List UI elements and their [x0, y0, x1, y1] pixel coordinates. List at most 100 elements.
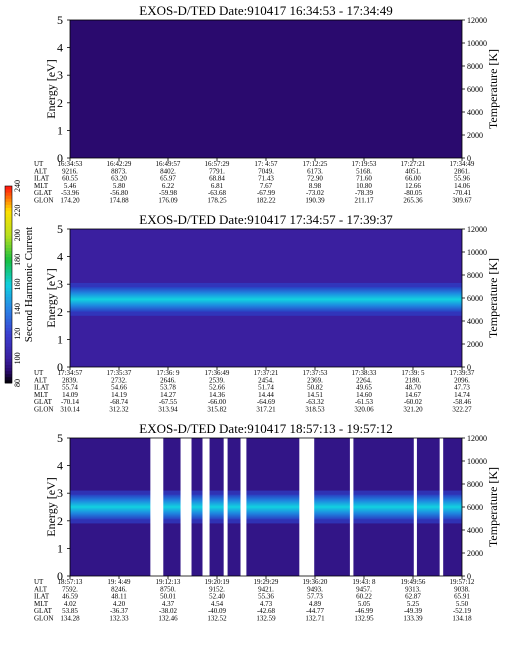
colorbar-swatch — [5, 266, 12, 270]
ephemeris-cell: 133.39 — [403, 615, 423, 623]
y2-tick-label: 10000 — [467, 457, 487, 466]
ephemeris-cell: -44.77 — [306, 607, 325, 615]
ephemeris-cell: 132.33 — [109, 615, 129, 623]
y-tick-label: 5 — [57, 431, 63, 445]
ephemeris-cell: 48.11 — [111, 593, 127, 601]
colorbar-swatch — [5, 342, 12, 347]
ephemeris-cell: 7.67 — [260, 182, 273, 190]
y2-tick-label: 2000 — [467, 131, 483, 140]
y-tick-label: 5 — [57, 13, 63, 27]
ephemeris-row-label: UT — [34, 160, 44, 168]
colorbar-swatch — [5, 198, 12, 202]
ephemeris-cell: -56.80 — [110, 189, 129, 197]
heatmap-background — [70, 20, 462, 158]
y2-tick-label: 10000 — [467, 248, 487, 257]
ephemeris-cell: 190.39 — [305, 197, 325, 205]
ephemeris-cell: 17:36:49 — [205, 369, 230, 377]
colorbar-swatch — [5, 186, 12, 190]
ephemeris-cell: 17:35:37 — [107, 369, 132, 377]
ephemeris-cell: 134.18 — [452, 615, 472, 623]
y2-tick-label: 2000 — [467, 340, 483, 349]
ephemeris-cell: -63.32 — [306, 398, 325, 406]
ephemeris-cell: 174.88 — [109, 197, 129, 205]
y2-axis-label: Temperature [K] — [486, 49, 500, 129]
ephemeris-cell: 60.22 — [356, 593, 372, 601]
colorbar-swatch — [5, 204, 12, 208]
ephemeris-cell: 318.53 — [305, 406, 325, 414]
ephemeris-cell: 60.55 — [62, 175, 78, 183]
ephemeris-cell: 8402. — [160, 167, 176, 175]
ephemeris-cell: 14.74 — [454, 391, 470, 399]
colorbar-swatch — [5, 201, 12, 205]
ephemeris-cell: -67.55 — [159, 398, 178, 406]
ephemeris-cell: -46.99 — [355, 607, 374, 615]
y2-tick-label: 6000 — [467, 85, 483, 94]
ephemeris-cell: 17:34:49 — [450, 160, 475, 168]
y2-axis-label: Temperature [K] — [486, 258, 500, 338]
ephemeris-cell: 55.74 — [62, 384, 78, 392]
colorbar-swatch — [5, 226, 12, 230]
ephemeris-cell: 174.20 — [60, 197, 80, 205]
colorbar-swatch — [5, 364, 12, 369]
ephemeris-cell: 53.85 — [62, 607, 78, 615]
ephemeris-cell: 2180. — [405, 376, 421, 384]
ephemeris-cell: -61.53 — [355, 398, 374, 406]
ephemeris-cell: 2096. — [454, 376, 470, 384]
colorbar-label: Second Harmonic Current — [23, 227, 35, 342]
y2-tick-label: 12000 — [467, 225, 487, 234]
ephemeris-row-label: ILAT — [34, 175, 50, 183]
ephemeris-cell: 132.71 — [305, 615, 325, 623]
ephemeris-cell: 8.98 — [309, 182, 322, 190]
ephemeris-cell: 63.20 — [111, 175, 127, 183]
colorbar-swatch — [5, 296, 12, 301]
data-gap — [223, 438, 228, 576]
colorbar-swatch — [5, 207, 12, 212]
ephemeris-cell: 19:36:20 — [303, 578, 328, 586]
data-gap — [439, 438, 444, 576]
colorbar-tick-label: 140 — [13, 303, 22, 315]
ephemeris-cell: 55.96 — [454, 175, 470, 183]
ephemeris-cell: 51.74 — [258, 384, 274, 392]
ephemeris-cell: 16:57:29 — [205, 160, 230, 168]
colorbar-swatch — [5, 241, 12, 245]
ephemeris-cell: -52.19 — [453, 607, 472, 615]
y2-tick-label: 2000 — [467, 549, 483, 558]
y-axis-label: Energy [eV] — [44, 477, 58, 536]
data-gap — [349, 438, 354, 576]
ephemeris-cell: 2264. — [356, 376, 372, 384]
colorbar-swatch — [5, 376, 12, 381]
colorbar-swatch — [5, 195, 12, 199]
ephemeris-cell: 315.82 — [207, 406, 227, 414]
ephemeris-cell: -67.99 — [257, 189, 276, 197]
ephemeris-cell: 17:39:37 — [450, 369, 475, 377]
ephemeris-cell: 134.28 — [60, 615, 80, 623]
ephemeris-cell: 4.89 — [309, 600, 322, 608]
ephemeris-cell: 6.22 — [162, 182, 175, 190]
ephemeris-cell: 182.22 — [256, 197, 276, 205]
colorbar-swatch — [5, 290, 12, 295]
y2-tick-label: 6000 — [467, 294, 483, 303]
ephemeris-cell: 6.81 — [211, 182, 224, 190]
colorbar-swatch — [5, 358, 12, 362]
colorbar-tick-label: 200 — [13, 229, 22, 241]
colorbar-swatch — [5, 352, 12, 356]
colorbar-swatch — [5, 244, 12, 248]
colorbar: 80 100 120 140 160 180 200 220 240 Second Harmoni… — [4, 180, 35, 387]
ephemeris-table: UTALTILATMLTGLATGLON16:34:539216.60.555.… — [34, 160, 475, 205]
colorbar-swatch — [5, 247, 12, 252]
colorbar-swatch — [5, 302, 12, 307]
ephemeris-cell: 2646. — [160, 376, 176, 384]
y-tick-label: 3 — [57, 68, 63, 82]
y2-tick-label: 6000 — [467, 503, 483, 512]
y2-tick-label: 8000 — [467, 271, 483, 280]
colorbar-swatch — [5, 216, 12, 221]
ephemeris-cell: 14.06 — [454, 182, 470, 190]
y-tick-label: 4 — [57, 41, 63, 55]
colorbar-swatch — [5, 235, 12, 239]
ephemeris-cell: -80.05 — [404, 189, 423, 197]
colorbar-tick-label: 120 — [13, 328, 22, 340]
chart-title: EXOS-D/TED Date:910417 17:34:57 - 17:39:… — [139, 212, 393, 227]
colorbar-tick-label: 180 — [13, 254, 22, 266]
ephemeris-cell: 5.25 — [407, 600, 420, 608]
